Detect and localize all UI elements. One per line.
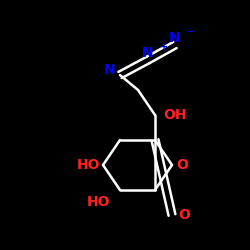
Text: HO: HO bbox=[86, 195, 110, 209]
Text: −: − bbox=[187, 27, 195, 37]
Text: N: N bbox=[169, 31, 181, 45]
Text: N: N bbox=[104, 63, 115, 77]
Text: O: O bbox=[178, 208, 190, 222]
Text: +: + bbox=[160, 42, 168, 52]
Text: O: O bbox=[176, 158, 188, 172]
Text: N: N bbox=[142, 46, 154, 60]
Text: OH: OH bbox=[163, 108, 186, 122]
Text: HO: HO bbox=[76, 158, 100, 172]
